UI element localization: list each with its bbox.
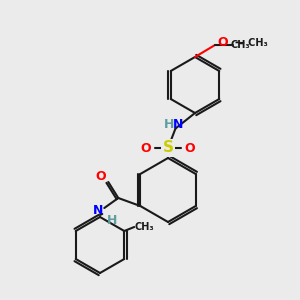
Text: S: S [163,140,173,155]
Text: — CH₃: — CH₃ [235,38,268,48]
Text: N: N [173,118,184,131]
Text: CH₃: CH₃ [230,40,250,50]
Text: N: N [93,203,104,217]
Text: O: O [185,142,195,154]
Text: CH₃: CH₃ [134,222,154,232]
Text: H: H [164,118,175,131]
Text: O: O [141,142,151,154]
Text: H: H [107,214,118,226]
Text: O: O [218,37,228,50]
Text: O: O [95,169,106,182]
